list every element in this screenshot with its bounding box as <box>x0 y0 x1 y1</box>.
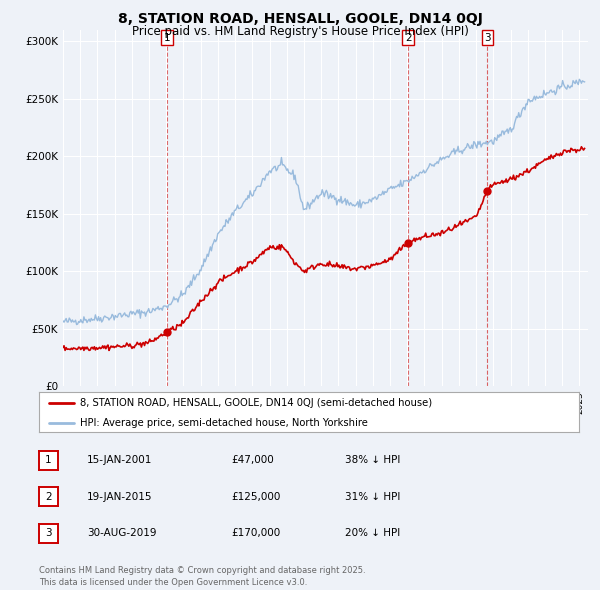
Text: 2: 2 <box>45 492 52 502</box>
Text: 8, STATION ROAD, HENSALL, GOOLE, DN14 0QJ: 8, STATION ROAD, HENSALL, GOOLE, DN14 0Q… <box>118 12 482 26</box>
Text: 8, STATION ROAD, HENSALL, GOOLE, DN14 0QJ (semi-detached house): 8, STATION ROAD, HENSALL, GOOLE, DN14 0Q… <box>79 398 431 408</box>
Text: 1: 1 <box>164 32 170 42</box>
Text: 3: 3 <box>45 529 52 538</box>
Text: 30-AUG-2019: 30-AUG-2019 <box>87 529 157 538</box>
Text: 19-JAN-2015: 19-JAN-2015 <box>87 492 152 502</box>
Text: 2: 2 <box>405 32 412 42</box>
Text: HPI: Average price, semi-detached house, North Yorkshire: HPI: Average price, semi-detached house,… <box>79 418 367 428</box>
Text: 3: 3 <box>484 32 491 42</box>
Text: 20% ↓ HPI: 20% ↓ HPI <box>345 529 400 538</box>
Text: Contains HM Land Registry data © Crown copyright and database right 2025.
This d: Contains HM Land Registry data © Crown c… <box>39 566 365 587</box>
Text: Price paid vs. HM Land Registry's House Price Index (HPI): Price paid vs. HM Land Registry's House … <box>131 25 469 38</box>
Text: 1: 1 <box>45 455 52 465</box>
Text: 31% ↓ HPI: 31% ↓ HPI <box>345 492 400 502</box>
Text: £47,000: £47,000 <box>231 455 274 465</box>
Text: 15-JAN-2001: 15-JAN-2001 <box>87 455 152 465</box>
Text: £170,000: £170,000 <box>231 529 280 538</box>
Text: £125,000: £125,000 <box>231 492 280 502</box>
Text: 38% ↓ HPI: 38% ↓ HPI <box>345 455 400 465</box>
